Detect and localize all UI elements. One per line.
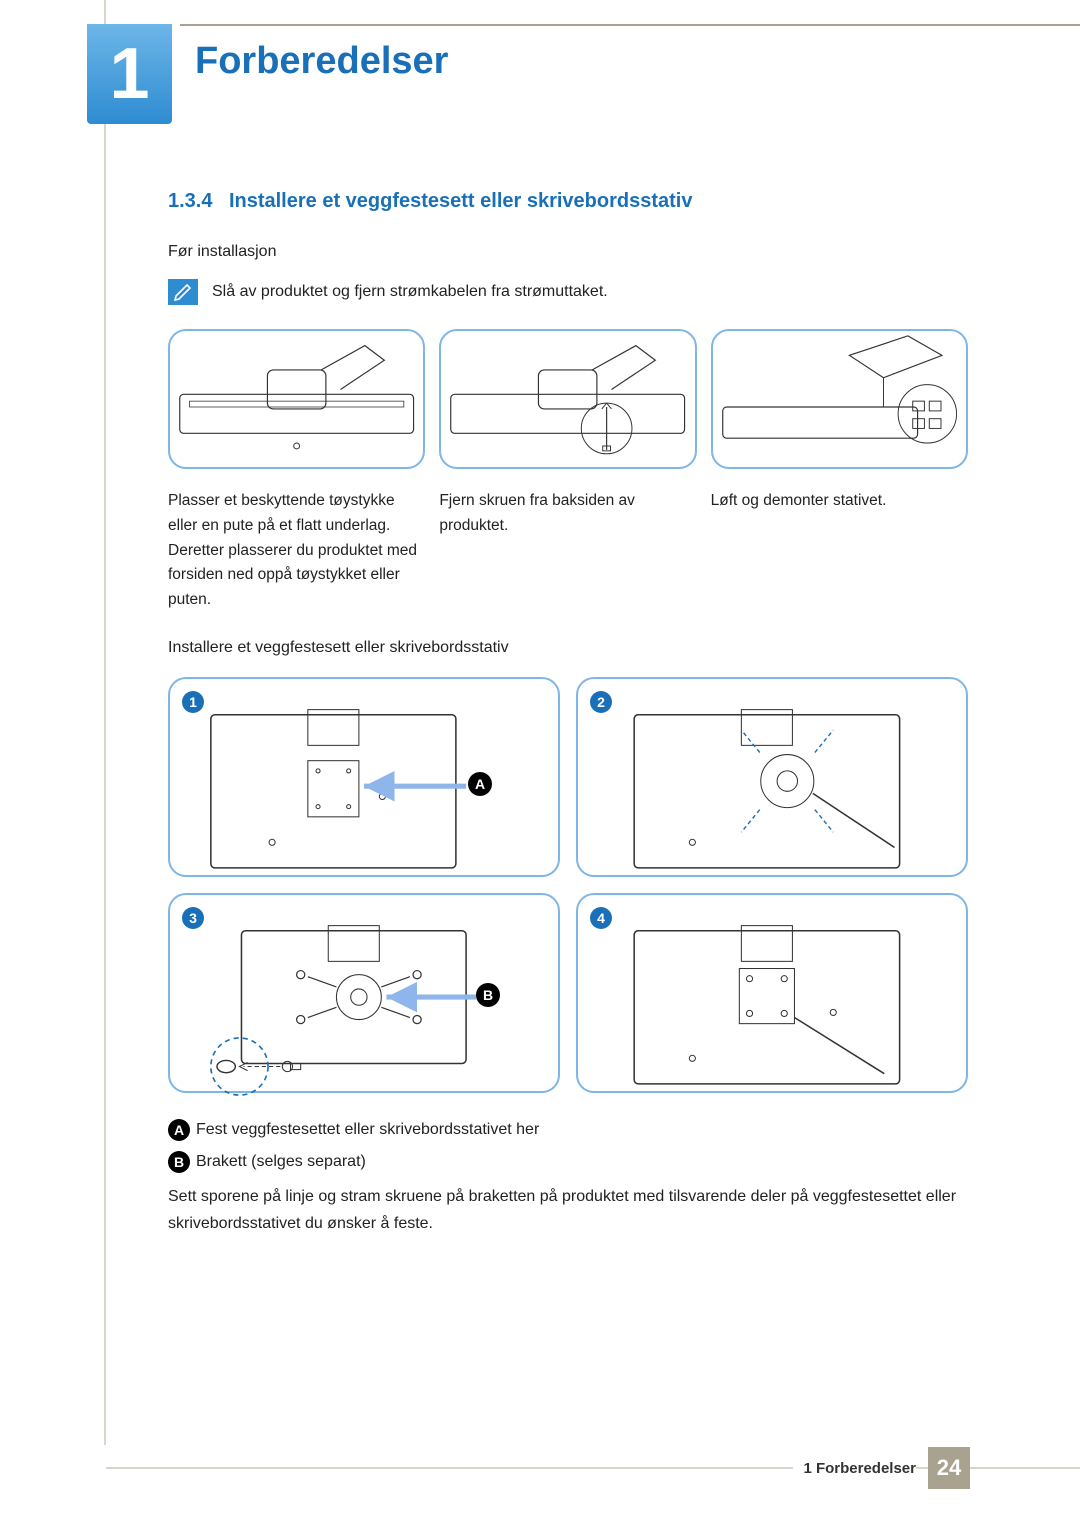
section-number: 1.3.4 (168, 190, 212, 212)
legend-b: B Brakett (selges separat) (168, 1151, 968, 1173)
legend-b-text: Brakett (selges separat) (196, 1153, 366, 1171)
letter-badge-a-legend: A (168, 1119, 190, 1141)
paragraph: Sett sporene på linje og stram skruene p… (168, 1183, 968, 1237)
letter-badge-b: B (476, 983, 500, 1007)
manual-page: 1 Forberedelser 1.3.4 Installere et vegg… (0, 0, 1080, 1527)
install-subhead: Installere et veggfestesett eller skrive… (168, 639, 968, 657)
install-figures: 1 A 2 (168, 677, 968, 1093)
install-figure-1: 1 A (168, 677, 560, 877)
footer-label: 1 Forberedelser (793, 1460, 916, 1477)
pre-install-label: Før installasjon (168, 243, 968, 261)
removal-captions: Plasser et beskyttende tøystykke eller e… (168, 489, 968, 613)
chapter-tab: 1 (87, 24, 172, 124)
install-figure-4: 4 (576, 893, 968, 1093)
letter-badge-a: A (468, 772, 492, 796)
letter-badge-b-legend: B (168, 1151, 190, 1173)
section-title: Installere et veggfestesett eller skrive… (229, 190, 693, 212)
note-icon (168, 279, 198, 305)
legend-a-text: Fest veggfestesettet eller skrivebordsst… (196, 1121, 539, 1139)
page-footer: 1 Forberedelser 24 (0, 1447, 1080, 1489)
removal-figures (168, 329, 968, 469)
removal-figure-1 (168, 329, 425, 469)
removal-caption-3: Løft og demonter stativet. (711, 489, 968, 613)
removal-figure-2 (439, 329, 696, 469)
content-area: 1.3.4 Installere et veggfestesett eller … (168, 190, 968, 1237)
install-figure-2: 2 (576, 677, 968, 877)
left-rule (104, 0, 106, 1445)
legend-a: A Fest veggfestesettet eller skrivebords… (168, 1119, 968, 1141)
note-callout: Slå av produktet og fjern strømkabelen f… (168, 279, 968, 305)
top-rule (180, 24, 1080, 26)
chapter-number: 1 (109, 33, 149, 115)
section-heading: 1.3.4 Installere et veggfestesett eller … (168, 190, 968, 213)
install-figure-3: 3 (168, 893, 560, 1093)
removal-figure-3 (711, 329, 968, 469)
removal-caption-2: Fjern skruen fra baksiden av produktet. (439, 489, 696, 613)
chapter-title: Forberedelser (195, 40, 448, 83)
removal-caption-1: Plasser et beskyttende tøystykke eller e… (168, 489, 425, 613)
page-number: 24 (928, 1447, 970, 1489)
note-text: Slå av produktet og fjern strømkabelen f… (212, 283, 608, 301)
